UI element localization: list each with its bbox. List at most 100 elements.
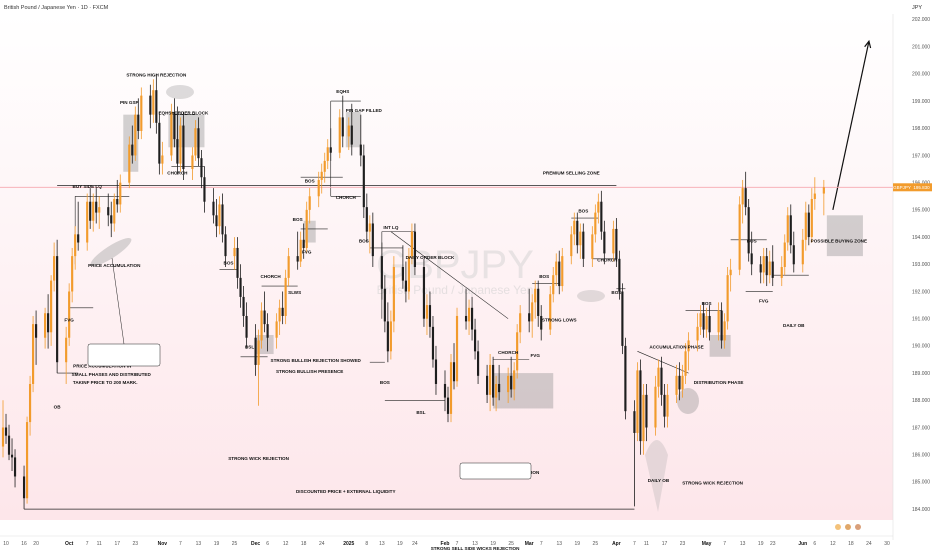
candle-body-127 — [537, 288, 540, 316]
annotation-8: BUY SIDE LQ — [73, 184, 103, 189]
price-axis[interactable]: 184.000 185.000 186.000 187.000 188.000 189.0… — [892, 14, 930, 540]
candle-body-164 — [696, 326, 699, 341]
candle-body-57 — [239, 277, 242, 297]
widget-icons[interactable] — [835, 524, 861, 530]
candle-body-113 — [476, 351, 480, 376]
candle-body-179 — [759, 264, 762, 273]
annotation-12: INT LQ — [383, 225, 398, 230]
time-tick-3: Oct — [65, 541, 74, 547]
candle-body-12 — [50, 280, 53, 333]
annotation-44: BOS — [747, 239, 757, 244]
high-rejection-marker — [166, 85, 194, 99]
annotation-1: PIN GSP — [120, 100, 139, 105]
candle-body-166 — [702, 313, 705, 330]
candle-body-193 — [813, 193, 816, 199]
price-tick-9: 193.000 — [912, 262, 930, 268]
candle-body-140 — [594, 212, 597, 235]
annotation-10: BOS — [293, 217, 303, 222]
candle-body-40 — [170, 111, 173, 156]
candle-body-45 — [191, 155, 194, 170]
candle-body-93 — [392, 267, 395, 322]
annotation-46: DAILY OB — [783, 323, 805, 328]
annotation-22: BOS — [611, 290, 621, 295]
zone-6 — [709, 335, 731, 357]
candle-body-174 — [738, 204, 741, 270]
time-tick-33: Apr — [612, 541, 621, 547]
daily-ob-marker — [677, 388, 699, 414]
candle-body-48 — [200, 158, 203, 178]
watermark-ticker: GBPJPY — [376, 243, 534, 287]
candle-body-112 — [473, 329, 477, 352]
price-tick-18: 202.000 — [912, 17, 930, 23]
candle-body-91 — [386, 321, 389, 352]
time-tick-15: 12 — [283, 541, 289, 547]
idea-icon[interactable] — [845, 524, 851, 530]
annotation-18: SLWS — [288, 290, 301, 295]
time-tick-35: 11 — [644, 541, 649, 547]
price-tick-3: 187.000 — [912, 425, 930, 431]
time-tick-6: 17 — [114, 541, 120, 547]
candle-body-84 — [359, 144, 362, 156]
candle-body-99 — [422, 267, 426, 319]
candle-body-185 — [783, 242, 786, 267]
sell-side-callout — [459, 462, 532, 480]
time-tick-25: 13 — [472, 541, 478, 547]
candle-body-141 — [597, 201, 600, 213]
annotation-17: CHORCH — [261, 274, 282, 279]
annotation-29: FVG — [530, 353, 540, 358]
candle-body-98 — [413, 231, 417, 267]
candle-body-139 — [591, 234, 594, 259]
candle-body-3 — [10, 454, 14, 458]
candle-body-4 — [13, 457, 17, 477]
time-tick-43: Jun — [798, 541, 807, 547]
candle-body-104 — [443, 383, 447, 398]
candle-body-176 — [744, 188, 747, 208]
candle-body-52 — [218, 204, 221, 227]
candle-body-27 — [113, 198, 116, 224]
candle-body-163 — [687, 340, 690, 352]
alert-icon[interactable] — [835, 524, 841, 530]
plot-background — [0, 14, 893, 520]
zone-7 — [826, 215, 863, 257]
annotation-42: DAILY OB — [648, 478, 670, 483]
news-icon[interactable] — [855, 524, 861, 530]
projection-arrow — [832, 41, 870, 210]
candle-body-13 — [53, 256, 56, 281]
currency-label: JPY — [912, 5, 922, 11]
candle-body-38 — [158, 122, 161, 164]
candle-body-167 — [705, 315, 708, 330]
candle-body-177 — [747, 207, 750, 254]
candle-body-82 — [347, 125, 350, 137]
candle-body-87 — [368, 223, 371, 232]
candle-body-169 — [717, 310, 720, 333]
time-tick-9: 7 — [179, 541, 182, 547]
candle-body-54 — [224, 234, 227, 257]
candle-body-145 — [615, 228, 618, 259]
price-tick-15: 199.000 — [912, 99, 930, 105]
candle-body-155 — [657, 367, 660, 387]
annotation-13: FVG — [302, 249, 312, 254]
time-tick-12: 25 — [232, 541, 238, 547]
price-tick-10: 194.000 — [912, 235, 930, 241]
annotation-15: BOS — [224, 260, 234, 265]
price-tick-6: 190.000 — [912, 344, 930, 350]
candle-body-18 — [74, 234, 77, 257]
accumulation-line — [637, 351, 689, 374]
candle-body-126 — [534, 288, 537, 303]
candle-body-75 — [317, 179, 320, 197]
candle-body-33 — [137, 114, 140, 131]
time-axis[interactable]: 10 16 20 Oct 7 11 17 23 Nov 7 13 19 25 Dec 6 12 18 24 2025… — [0, 535, 893, 547]
time-tick-14: 6 — [266, 541, 269, 547]
candle-body-118 — [498, 383, 501, 393]
candle-body-41 — [173, 111, 176, 140]
candle-body-6 — [25, 422, 29, 499]
candle-body-101 — [428, 305, 432, 327]
annotation-9: PREMIUM SELLING ZONE — [543, 171, 600, 176]
candle-body-133 — [561, 256, 564, 287]
candle-body-180 — [762, 256, 765, 273]
candle-body-120 — [510, 375, 513, 390]
candle-body-60 — [254, 337, 257, 365]
candle-body-187 — [789, 215, 792, 246]
